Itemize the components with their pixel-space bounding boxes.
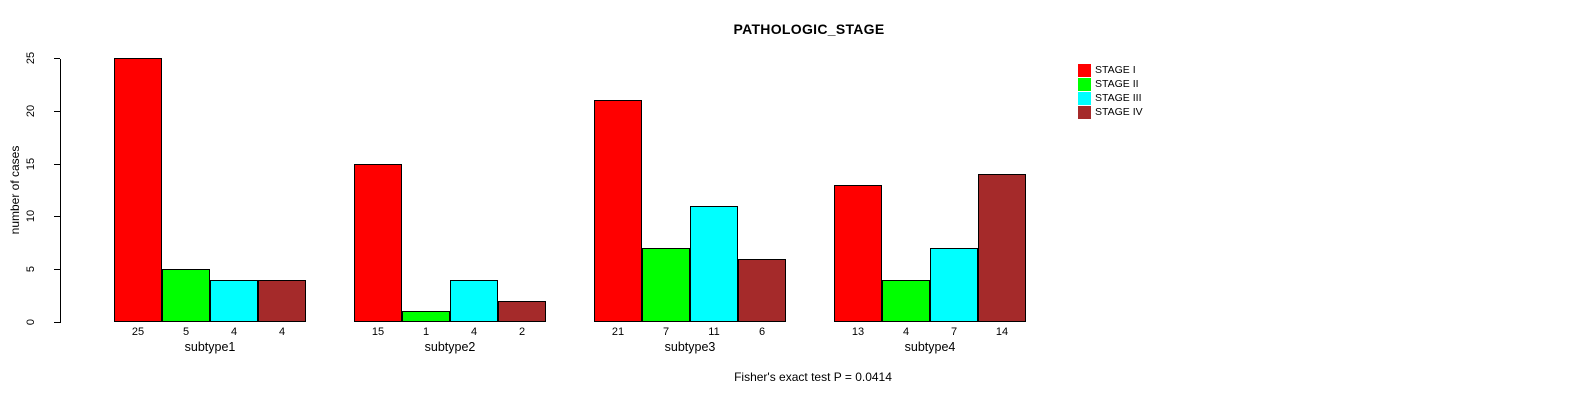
y-tick-label: 15 bbox=[25, 157, 37, 170]
y-tick-mark bbox=[54, 163, 60, 165]
bar-stage-iv bbox=[738, 258, 786, 322]
bar-stage-iv bbox=[978, 174, 1026, 322]
bar-stage-i bbox=[354, 163, 402, 322]
y-tick-label: 10 bbox=[25, 210, 37, 223]
category-label: subtype1 bbox=[184, 340, 236, 354]
bar-value-label: 21 bbox=[611, 326, 625, 338]
y-tick-label: 20 bbox=[25, 104, 37, 117]
bar-stage-i bbox=[594, 100, 642, 322]
bar-stage-ii bbox=[642, 248, 690, 322]
bar-stage-iii bbox=[930, 248, 978, 322]
category-label: subtype4 bbox=[904, 340, 956, 354]
legend-swatch bbox=[1078, 77, 1091, 91]
legend-item: STAGE III bbox=[1078, 91, 1143, 105]
bar-stage-ii bbox=[162, 269, 210, 322]
bar-value-label: 4 bbox=[230, 326, 238, 338]
legend-swatch bbox=[1078, 105, 1091, 119]
legend-item: STAGE IV bbox=[1078, 105, 1143, 119]
bar-value-label: 11 bbox=[708, 326, 720, 338]
y-axis-line bbox=[60, 59, 61, 323]
y-tick-mark bbox=[54, 58, 60, 59]
y-tick-label: 0 bbox=[25, 318, 37, 326]
legend-item-label: STAGE IV bbox=[1095, 106, 1143, 118]
legend-item-label: STAGE II bbox=[1095, 78, 1139, 90]
y-tick-mark bbox=[54, 110, 60, 112]
legend-item-label: STAGE III bbox=[1095, 92, 1142, 104]
bar-stage-ii bbox=[402, 311, 450, 322]
y-tick-mark bbox=[54, 269, 60, 271]
bar-value-label: 5 bbox=[182, 326, 190, 338]
bar-value-label: 6 bbox=[758, 326, 766, 338]
bar-value-label: 13 bbox=[851, 326, 865, 338]
bar-value-label: 1 bbox=[422, 326, 430, 338]
bar-stage-iv bbox=[258, 279, 306, 322]
y-tick-mark bbox=[54, 216, 60, 218]
category-label: subtype3 bbox=[664, 340, 716, 354]
y-tick-mark bbox=[54, 322, 60, 323]
legend-swatch bbox=[1078, 91, 1091, 105]
bar-value-label: 4 bbox=[470, 326, 478, 338]
legend: STAGE I STAGE II STAGE III STAGE IV bbox=[1078, 63, 1143, 119]
legend-swatch bbox=[1078, 63, 1091, 77]
bar-stage-iii bbox=[450, 279, 498, 322]
bar-value-label: 7 bbox=[662, 326, 670, 338]
chart-title: PATHOLOGIC_STAGE bbox=[733, 21, 885, 37]
y-tick-label: 25 bbox=[25, 51, 37, 65]
bar-value-label: 14 bbox=[995, 326, 1009, 338]
legend-item: STAGE I bbox=[1078, 63, 1143, 77]
bar-value-label: 15 bbox=[371, 326, 385, 338]
y-tick-label: 5 bbox=[25, 266, 37, 273]
bar-stage-ii bbox=[882, 279, 930, 322]
bar-value-label: 4 bbox=[278, 326, 286, 338]
bar-value-label: 4 bbox=[902, 326, 910, 338]
footnote-fisher-test: Fisher's exact test P = 0.0414 bbox=[734, 370, 892, 384]
bar-stage-iii bbox=[210, 279, 258, 322]
bar-stage-iv bbox=[498, 300, 546, 322]
bar-value-label: 7 bbox=[950, 326, 958, 338]
y-axis-label: number of cases bbox=[8, 145, 22, 235]
bar-stage-iii bbox=[690, 205, 738, 322]
bar-value-label: 25 bbox=[131, 326, 145, 338]
legend-item: STAGE II bbox=[1078, 77, 1143, 91]
bar-stage-i bbox=[834, 184, 882, 322]
legend-item-label: STAGE I bbox=[1095, 64, 1136, 76]
bar-value-label: 2 bbox=[518, 326, 526, 338]
category-label: subtype2 bbox=[424, 340, 476, 354]
bar-stage-i bbox=[114, 58, 162, 322]
